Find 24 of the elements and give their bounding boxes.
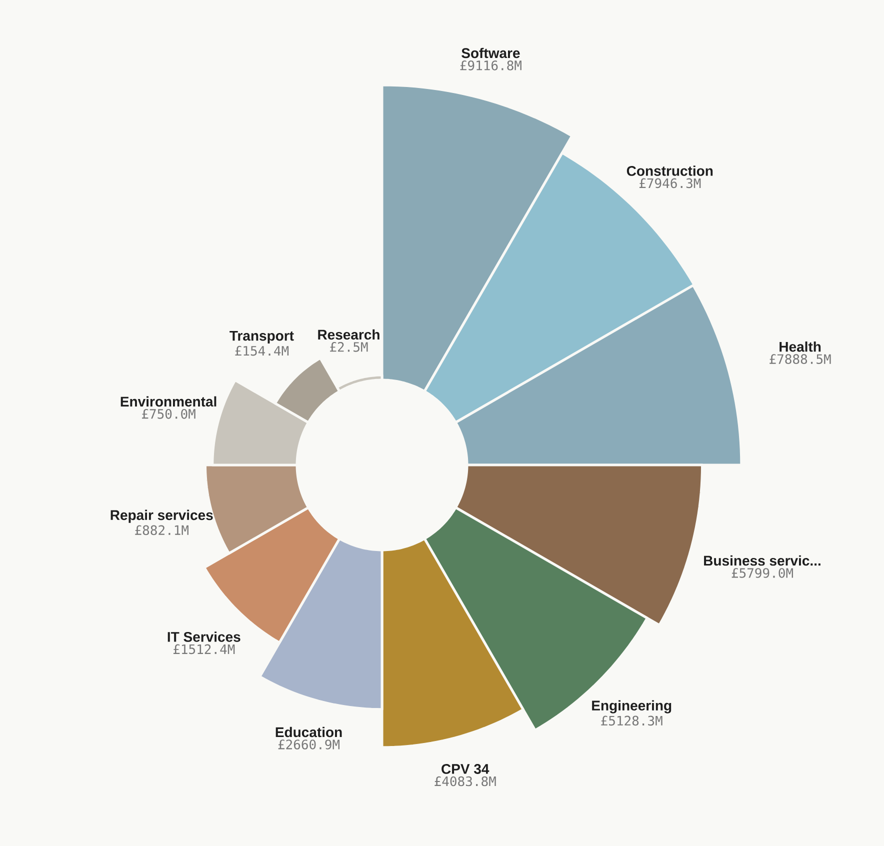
category-label: Health (780, 341, 821, 352)
data-label: £7946.3M (639, 178, 701, 188)
category-label: Engineering (592, 700, 672, 714)
category-label: Education (276, 726, 342, 738)
category-label: Business servic... (704, 555, 820, 566)
category-label: Research (318, 329, 380, 340)
data-label: £5799.0M (732, 568, 793, 578)
data-label: £9116.8M (460, 60, 522, 70)
data-label: £7888.5M (770, 354, 831, 364)
data-label: £154.4M (235, 346, 289, 356)
data-label: £882.1M (135, 525, 188, 536)
data-label: £1512.4M (173, 644, 235, 654)
data-label: £750.0M (142, 408, 196, 419)
data-label: £5128.3M (601, 716, 662, 726)
category-label: Environmental (120, 396, 216, 407)
category-label: CPV 34 (442, 764, 490, 774)
category-label: IT Services (168, 632, 240, 642)
data-label: £2.5M (330, 342, 368, 352)
data-label: £4083.8M (434, 776, 496, 786)
category-label: Repair services (110, 510, 213, 523)
category-label: Construction (626, 166, 713, 176)
category-label: Software (462, 48, 520, 58)
data-label: £2660.9M (278, 740, 340, 750)
category-label: Transport (230, 330, 294, 344)
